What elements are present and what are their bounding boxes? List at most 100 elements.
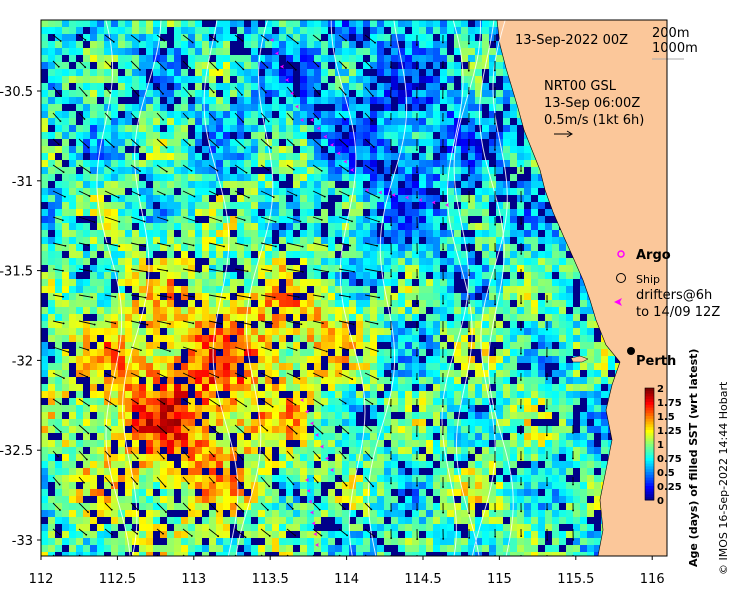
sst-cell [286,251,294,259]
sst-cell [76,132,84,140]
sst-cell [461,76,469,84]
sst-cell [489,125,497,133]
sst-cell [83,391,91,399]
sst-cell [244,314,252,322]
sst-cell [118,174,126,182]
sst-cell [55,153,63,161]
sst-cell [342,132,350,140]
sst-cell [391,209,399,217]
sst-cell [307,188,315,196]
sst-cell [279,160,287,168]
sst-cell [132,146,140,154]
sst-cell [321,342,329,350]
sst-cell [293,307,301,315]
sst-cell [433,34,441,42]
sst-cell [265,342,273,350]
sst-cell [132,230,140,238]
sst-cell [55,27,63,35]
sst-cell [111,111,119,119]
sst-cell [139,160,147,168]
sst-cell [426,55,434,63]
sst-cell [531,272,539,280]
sst-cell [293,244,301,252]
sst-cell [279,272,287,280]
sst-cell [41,69,49,77]
sst-cell [412,132,420,140]
sst-cell [251,405,259,413]
sst-cell [433,398,441,406]
sst-cell [48,41,56,49]
sst-cell [146,342,154,350]
sst-cell [328,195,336,203]
sst-cell [258,342,266,350]
sst-cell [216,244,224,252]
sst-cell [377,90,385,98]
sst-cell [41,335,49,343]
sst-cell [384,342,392,350]
sst-cell [223,377,231,385]
sst-cell [566,258,574,266]
sst-cell [524,146,532,154]
sst-cell [370,335,378,343]
sst-cell [237,132,245,140]
sst-cell [153,293,161,301]
sst-cell [195,272,203,280]
sst-cell [174,279,182,287]
sst-cell [426,48,434,56]
sst-cell [272,230,280,238]
sst-cell [412,384,420,392]
sst-cell [384,146,392,154]
sst-cell [405,223,413,231]
sst-cell [377,160,385,168]
sst-cell [62,230,70,238]
sst-cell [468,111,476,119]
sst-cell [160,342,168,350]
sst-cell [335,307,343,315]
sst-cell [391,181,399,189]
sst-cell [223,328,231,336]
sst-cell [223,349,231,357]
sst-cell [195,181,203,189]
sst-cell [181,118,189,126]
sst-cell [244,258,252,266]
sst-cell [356,356,364,364]
sst-cell [447,272,455,280]
sst-cell [174,90,182,98]
sst-cell [258,20,266,28]
sst-cell [146,258,154,266]
sst-cell [125,125,133,133]
sst-cell [545,223,553,231]
sst-cell [209,223,217,231]
sst-cell [230,62,238,70]
sst-cell [328,181,336,189]
sst-cell [419,195,427,203]
sst-cell [475,251,483,259]
sst-cell [461,55,469,63]
sst-cell [55,69,63,77]
sst-cell [482,48,490,56]
sst-cell [230,34,238,42]
sst-cell [426,314,434,322]
sst-cell [279,118,287,126]
sst-cell [405,104,413,112]
sst-cell [482,153,490,161]
sst-cell [468,55,476,63]
sst-cell [370,146,378,154]
sst-cell [111,132,119,140]
sst-cell [335,97,343,105]
sst-cell [559,258,567,266]
sst-cell [132,377,140,385]
sst-cell [482,363,490,371]
sst-cell [496,153,504,161]
sst-cell [342,328,350,336]
sst-cell [503,251,511,259]
sst-cell [188,132,196,140]
sst-cell [363,41,371,49]
sst-cell [132,258,140,266]
sst-cell [384,384,392,392]
sst-cell [146,41,154,49]
sst-cell [160,265,168,273]
sst-cell [118,160,126,168]
sst-cell [314,356,322,364]
sst-cell [440,307,448,315]
